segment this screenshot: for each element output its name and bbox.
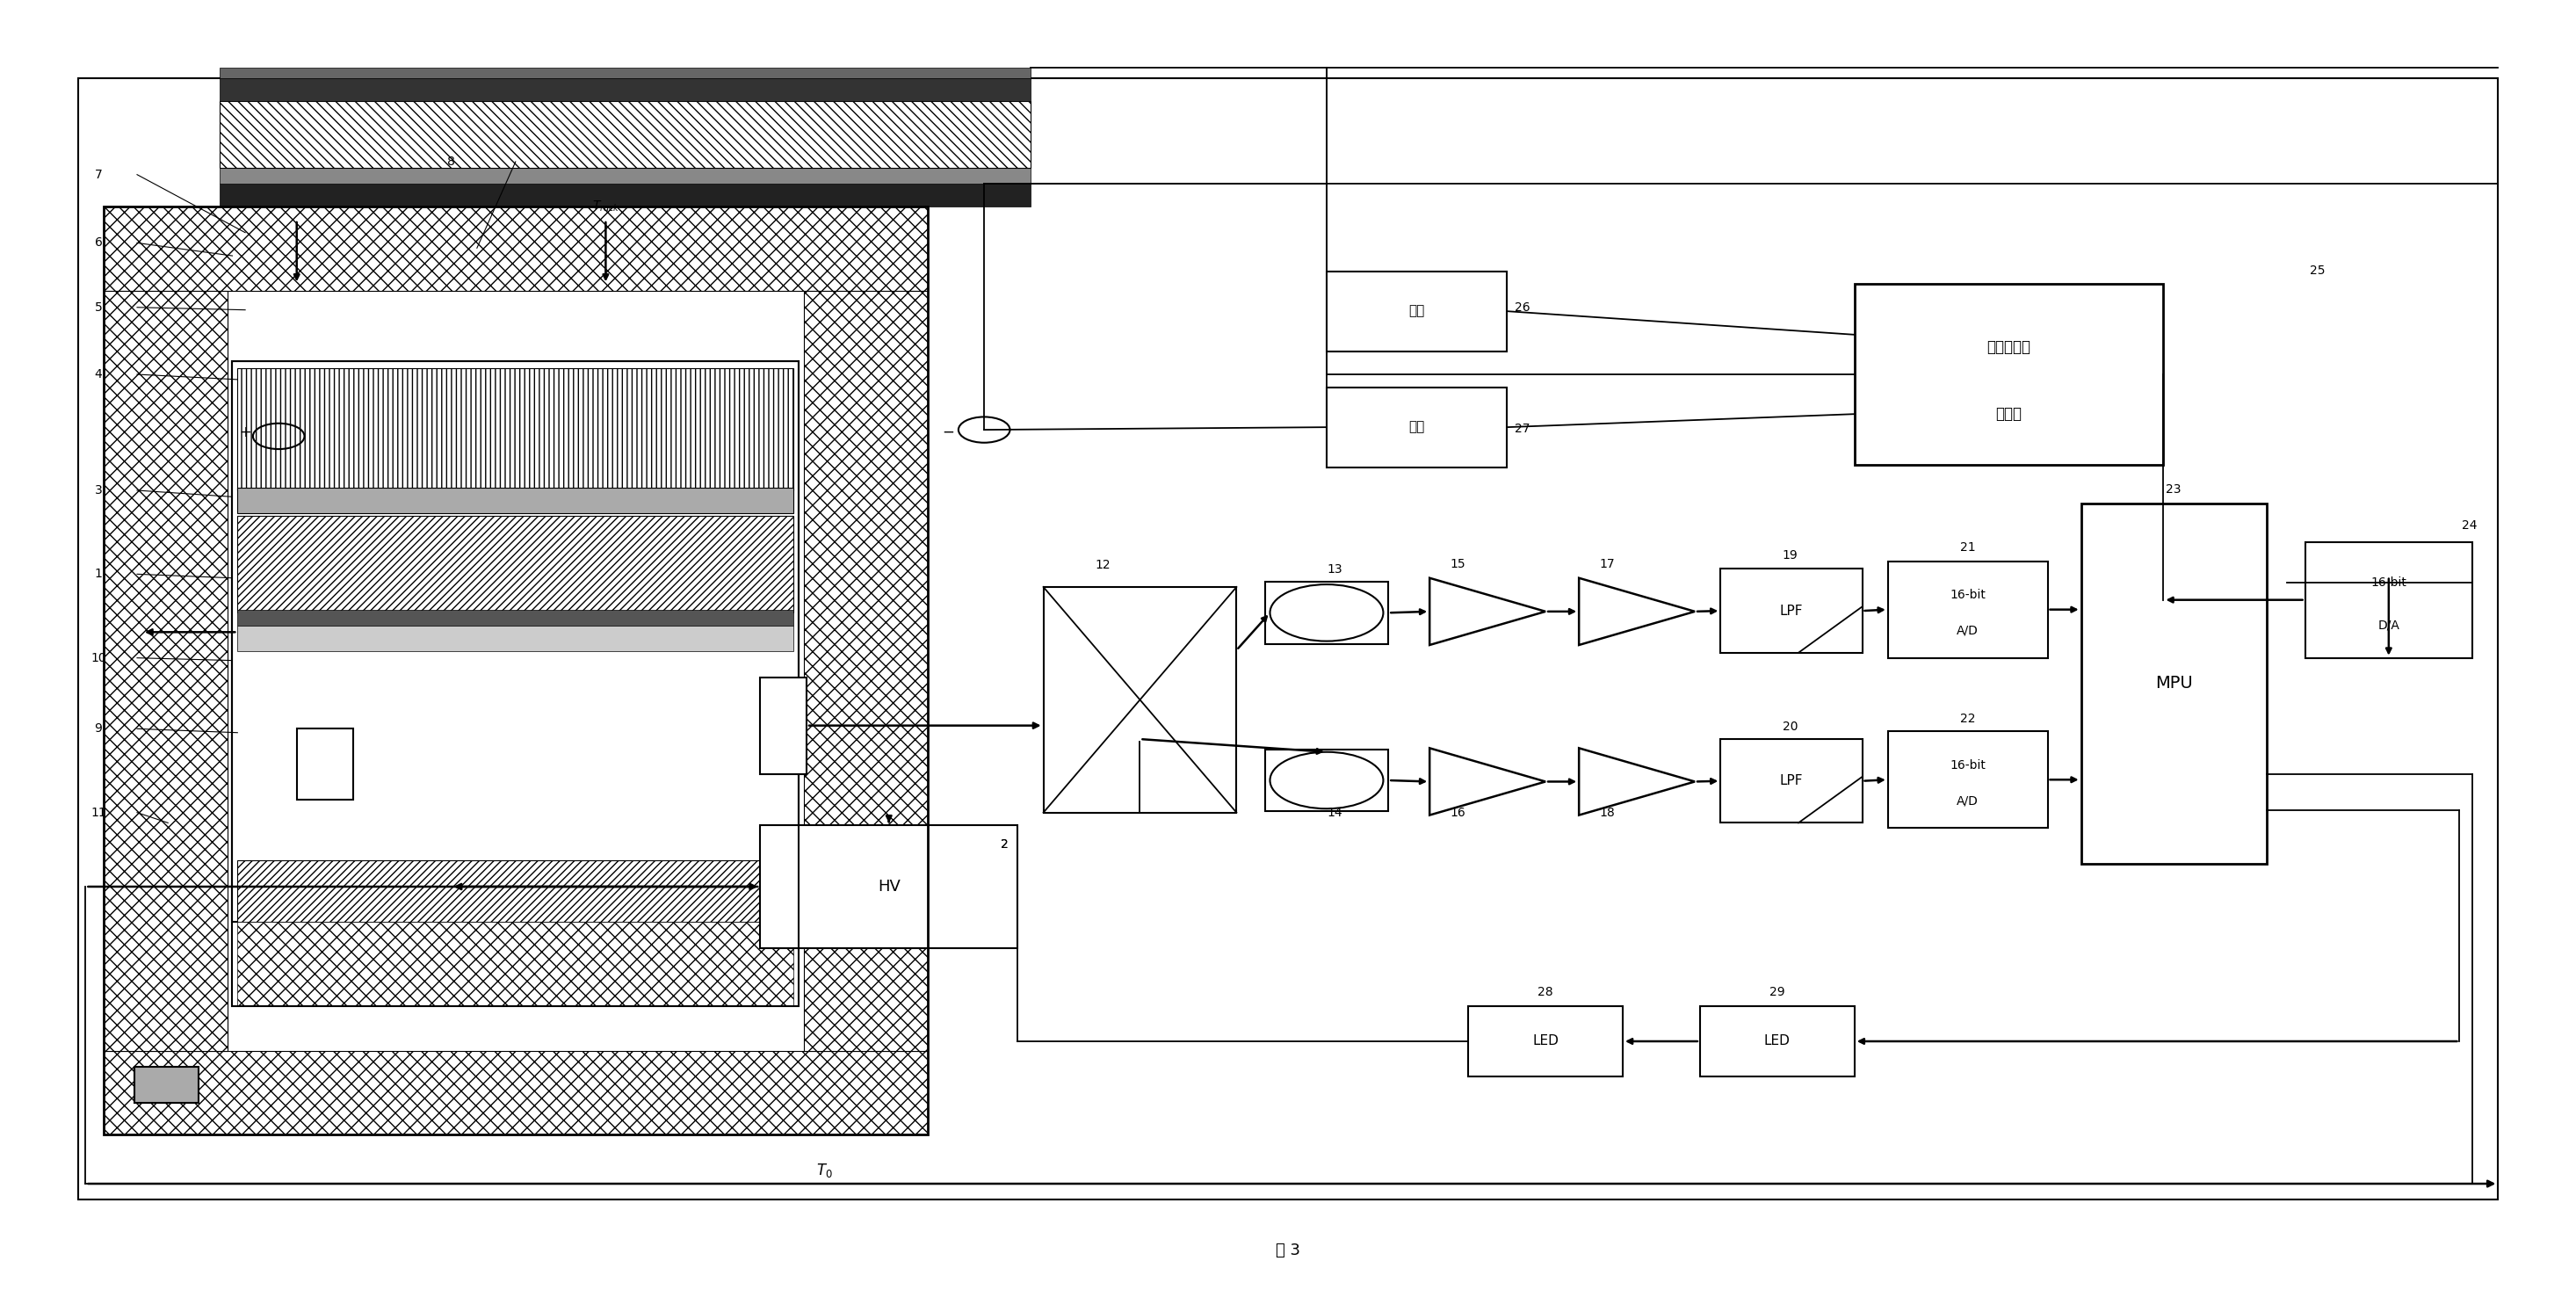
Bar bbox=[1043, 587, 1236, 813]
Bar bbox=[1721, 569, 1862, 653]
Bar bbox=[237, 922, 793, 1006]
Bar bbox=[219, 168, 1030, 183]
Bar bbox=[103, 1051, 927, 1135]
Text: 13: 13 bbox=[1327, 564, 1342, 575]
Text: +: + bbox=[240, 424, 252, 440]
Text: 9: 9 bbox=[95, 722, 103, 735]
Bar bbox=[1888, 731, 2048, 828]
Text: 22: 22 bbox=[1960, 712, 1976, 725]
Text: A/D: A/D bbox=[1958, 795, 1978, 808]
Bar bbox=[219, 183, 1030, 206]
Text: 5: 5 bbox=[95, 301, 103, 313]
Bar bbox=[103, 206, 927, 1135]
Text: 2: 2 bbox=[1002, 839, 1010, 851]
Polygon shape bbox=[1430, 578, 1546, 645]
Bar bbox=[237, 368, 793, 490]
Bar bbox=[1888, 561, 2048, 658]
Text: 控制器: 控制器 bbox=[1996, 406, 2022, 422]
Text: A/D: A/D bbox=[1958, 624, 1978, 637]
Text: 图 3: 图 3 bbox=[1275, 1242, 1301, 1259]
Bar bbox=[103, 206, 927, 290]
Bar bbox=[1468, 1006, 1623, 1077]
Bar bbox=[232, 361, 799, 1006]
Text: 6: 6 bbox=[95, 237, 103, 249]
Text: 电感: 电感 bbox=[1409, 304, 1425, 317]
Text: 15: 15 bbox=[1450, 559, 1466, 570]
Text: 热电致冷器: 热电致冷器 bbox=[1986, 339, 2030, 355]
Polygon shape bbox=[1579, 748, 1695, 815]
Text: 2: 2 bbox=[1002, 839, 1010, 851]
Text: HV: HV bbox=[878, 878, 899, 894]
Bar bbox=[2081, 503, 2267, 864]
Bar bbox=[760, 826, 1018, 948]
Bar bbox=[760, 677, 806, 774]
Bar bbox=[2306, 542, 2473, 658]
Text: 29: 29 bbox=[1770, 986, 1785, 998]
Bar bbox=[804, 290, 927, 1051]
Bar bbox=[1327, 271, 1507, 351]
Text: 14: 14 bbox=[1327, 806, 1342, 819]
Text: 26: 26 bbox=[1515, 301, 1530, 313]
Text: 12: 12 bbox=[1095, 560, 1110, 571]
Polygon shape bbox=[1579, 578, 1695, 645]
Text: 25: 25 bbox=[2311, 264, 2326, 276]
Text: 1: 1 bbox=[95, 568, 103, 580]
Text: −: − bbox=[943, 424, 953, 440]
Bar bbox=[237, 488, 793, 513]
Bar bbox=[219, 67, 1030, 77]
Text: 28: 28 bbox=[1538, 986, 1553, 998]
Bar bbox=[219, 101, 1030, 168]
Text: LPF: LPF bbox=[1780, 604, 1803, 618]
Text: 7: 7 bbox=[95, 169, 103, 181]
Text: LED: LED bbox=[1765, 1035, 1790, 1047]
Bar bbox=[237, 516, 793, 613]
Text: 16-bit: 16-bit bbox=[2370, 577, 2406, 588]
Bar bbox=[134, 1067, 198, 1103]
Bar bbox=[77, 77, 2499, 1200]
Text: 11: 11 bbox=[90, 806, 106, 819]
Text: LED: LED bbox=[1533, 1035, 1558, 1047]
Text: MPU: MPU bbox=[2156, 676, 2192, 691]
Text: 18: 18 bbox=[1600, 806, 1615, 819]
Text: 27: 27 bbox=[1515, 422, 1530, 435]
Bar bbox=[1721, 739, 1862, 823]
Bar bbox=[1265, 749, 1388, 811]
Text: 24: 24 bbox=[2463, 520, 2478, 531]
Text: 21: 21 bbox=[1960, 542, 1976, 553]
Text: 16: 16 bbox=[1450, 806, 1466, 819]
Bar bbox=[1700, 1006, 1855, 1077]
Bar bbox=[237, 860, 793, 922]
Text: 16-bit: 16-bit bbox=[1950, 759, 1986, 771]
Polygon shape bbox=[1430, 748, 1546, 815]
Bar bbox=[1855, 284, 2164, 464]
Text: 4: 4 bbox=[95, 368, 103, 381]
Text: 8: 8 bbox=[448, 156, 456, 168]
Bar bbox=[1265, 582, 1388, 644]
Bar bbox=[232, 361, 799, 922]
Text: D/A: D/A bbox=[2378, 619, 2401, 632]
Text: 电感: 电感 bbox=[1409, 421, 1425, 433]
Bar bbox=[1327, 387, 1507, 467]
Bar bbox=[296, 729, 353, 800]
Text: 20: 20 bbox=[1783, 720, 1798, 733]
Text: 19: 19 bbox=[1783, 550, 1798, 561]
Bar bbox=[219, 77, 1030, 101]
Text: LPF: LPF bbox=[1780, 774, 1803, 788]
Text: 23: 23 bbox=[2166, 484, 2182, 495]
Text: 17: 17 bbox=[1600, 559, 1615, 570]
Bar bbox=[103, 290, 227, 1051]
Bar bbox=[237, 626, 793, 651]
Text: $T_0$: $T_0$ bbox=[817, 1162, 832, 1179]
Text: $T_{rack}$: $T_{rack}$ bbox=[592, 199, 621, 213]
Bar bbox=[237, 610, 793, 626]
Text: 3: 3 bbox=[95, 484, 103, 497]
Text: 16-bit: 16-bit bbox=[1950, 590, 1986, 601]
Text: 10: 10 bbox=[90, 651, 106, 664]
